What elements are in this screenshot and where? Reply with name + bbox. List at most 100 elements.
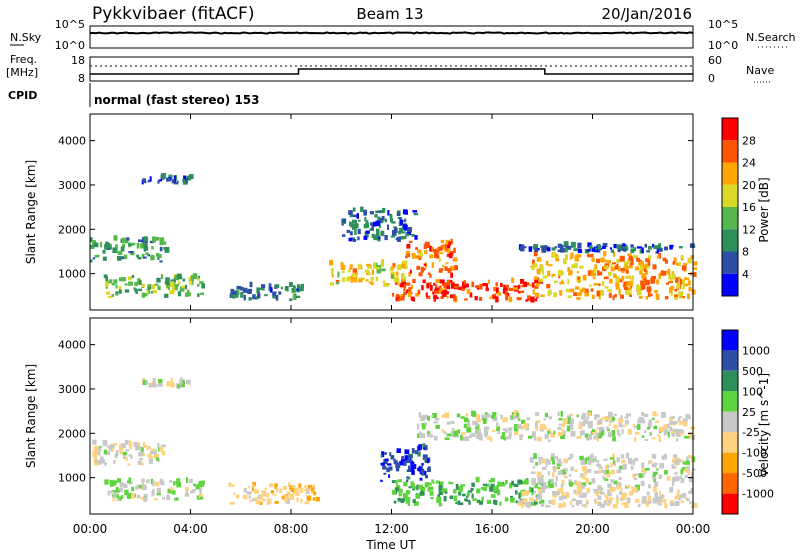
echo-cell <box>521 481 525 485</box>
echo-cell <box>380 479 383 482</box>
echo-cell <box>534 285 539 289</box>
echo-cell <box>530 487 534 493</box>
echo-cell <box>678 429 683 433</box>
echo-cell <box>624 264 629 271</box>
echo-cell <box>142 178 146 182</box>
echo-cell <box>458 491 462 496</box>
echo-cell <box>148 456 153 460</box>
echo-cell <box>686 293 690 300</box>
echo-cell <box>453 495 458 502</box>
echo-cell <box>671 466 677 469</box>
echo-cell <box>261 284 266 289</box>
echo-cell <box>196 495 200 500</box>
echo-cell <box>656 468 659 471</box>
echo-cell <box>500 435 505 440</box>
echo-cell <box>395 296 399 300</box>
echo-cell <box>174 497 179 501</box>
echo-cell <box>444 266 448 271</box>
echo-cell <box>104 479 109 485</box>
echo-cell <box>155 481 160 487</box>
echo-cell <box>448 279 453 283</box>
echo-cell <box>414 486 417 490</box>
echo-cell <box>435 480 440 484</box>
echo-cell <box>395 271 399 276</box>
echo-cell <box>584 288 589 293</box>
echo-cell <box>534 483 538 489</box>
echo-cell <box>407 291 412 298</box>
echo-cell <box>596 436 600 442</box>
echo-cell <box>402 265 408 269</box>
echo-cell <box>290 494 294 497</box>
echo-cell <box>537 492 541 498</box>
echo-cell <box>107 295 113 298</box>
echo-cell <box>607 289 612 292</box>
echo-cell <box>685 277 690 280</box>
echo-cell <box>396 294 399 298</box>
echo-cell <box>686 456 689 462</box>
echo-cell <box>524 490 530 495</box>
echo-cell <box>518 418 521 422</box>
echo-cell <box>558 502 563 509</box>
echo-cell <box>400 296 405 301</box>
echo-cell <box>390 217 393 223</box>
echo-cell <box>535 298 538 302</box>
echo-cell <box>661 455 665 460</box>
echo-cell <box>586 487 591 493</box>
echo-cell <box>685 414 691 417</box>
echo-cell <box>118 487 123 492</box>
echo-cell <box>400 459 406 462</box>
echo-cell <box>373 263 376 269</box>
colorbar-segment <box>722 118 738 141</box>
echo-cell <box>120 495 124 499</box>
echo-cell <box>538 501 543 504</box>
echo-cell <box>669 426 673 432</box>
echo-cell <box>663 453 667 460</box>
echo-cell <box>406 469 412 472</box>
x-tick-label: 00:00 <box>73 522 108 536</box>
echo-cell <box>582 466 587 472</box>
echo-cell <box>610 249 614 253</box>
echo-cell <box>529 457 534 463</box>
echo-cell <box>555 476 558 481</box>
echo-cell <box>169 290 174 295</box>
echo-cell <box>405 282 411 286</box>
echo-cell <box>692 267 698 270</box>
echo-cell <box>573 489 577 494</box>
echo-cell <box>419 477 423 481</box>
echo-cell <box>557 461 563 464</box>
echo-cell <box>113 480 118 484</box>
echo-cell <box>570 482 574 485</box>
echo-cell <box>422 279 426 284</box>
echo-cell <box>383 459 388 465</box>
colorbar-tick-label: 16 <box>742 201 756 214</box>
echo-cell <box>456 413 461 418</box>
echo-cell <box>607 433 611 437</box>
echo-cell <box>295 288 299 291</box>
echo-cell <box>454 265 458 271</box>
echo-cell <box>616 457 620 463</box>
nave-label: Nave <box>746 64 774 77</box>
echo-cell <box>364 231 369 238</box>
echo-cell <box>543 484 546 488</box>
echo-cell <box>513 424 518 429</box>
echo-cell <box>590 288 594 292</box>
echo-cell <box>444 491 448 494</box>
echo-cell <box>398 488 403 493</box>
echo-cell <box>544 425 547 430</box>
echo-cell <box>658 247 663 252</box>
echo-cell <box>167 488 172 494</box>
echo-cell <box>450 431 455 437</box>
echo-cell <box>157 254 160 260</box>
echo-cell <box>299 286 304 292</box>
echo-cell <box>570 254 574 259</box>
echo-cell <box>247 289 252 295</box>
echo-cell <box>429 245 433 252</box>
echo-cell <box>613 251 616 257</box>
echo-cell <box>183 175 187 182</box>
echo-cell <box>648 460 653 464</box>
echo-cell <box>330 268 334 274</box>
echo-cell <box>351 277 354 280</box>
echo-cell <box>545 486 550 489</box>
echo-cell <box>229 502 235 505</box>
echo-cell <box>288 482 291 487</box>
